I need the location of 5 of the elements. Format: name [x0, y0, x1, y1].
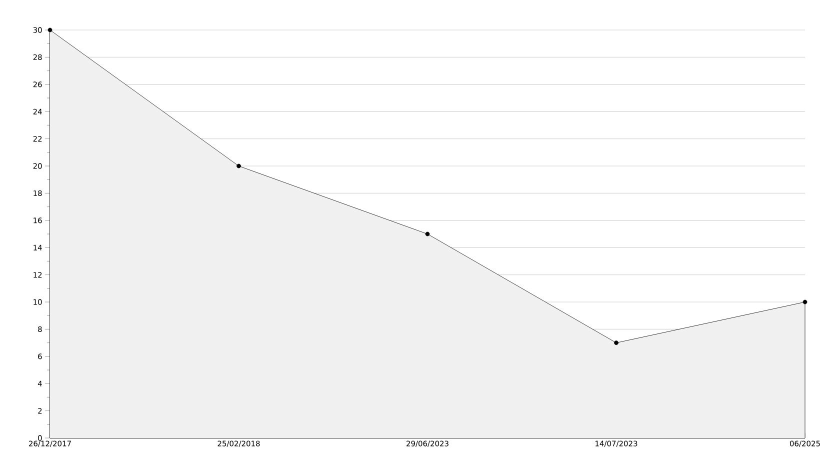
- point: [802, 300, 808, 304]
- point: [614, 340, 618, 345]
- point: [236, 164, 241, 168]
- point: [425, 232, 430, 236]
- point: [48, 28, 52, 32]
